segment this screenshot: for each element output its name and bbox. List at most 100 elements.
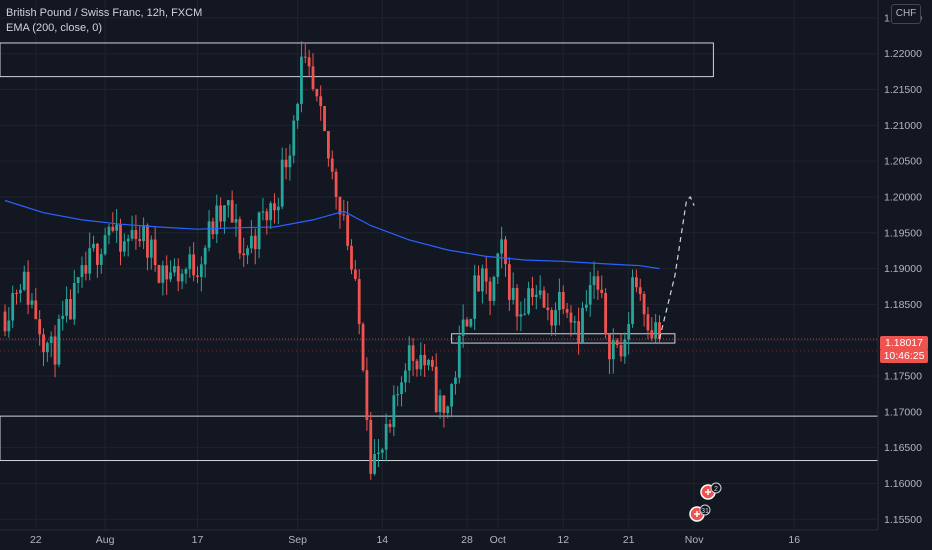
candle-body	[184, 269, 188, 274]
candle-body	[396, 394, 400, 396]
candle-body	[407, 345, 411, 371]
candle-body	[600, 289, 604, 294]
candle-body	[492, 276, 496, 301]
candle-body	[72, 283, 76, 320]
candle-body	[119, 224, 122, 252]
candle-body	[500, 239, 504, 254]
candle-body	[577, 321, 581, 343]
candle-body	[627, 324, 631, 340]
candle-body	[473, 275, 477, 319]
candle-body	[246, 248, 249, 256]
candle-body	[450, 384, 453, 407]
candle-body	[638, 287, 642, 295]
candle-body	[481, 268, 484, 292]
candle-body	[319, 96, 323, 107]
event-badge-count: 2	[714, 486, 718, 493]
candle-body	[623, 339, 627, 357]
candle-body	[565, 309, 569, 313]
indicator-label[interactable]: EMA (200, close, 0)	[6, 22, 102, 34]
candle-body	[276, 206, 280, 211]
candle-body	[611, 340, 615, 360]
candle-body	[488, 281, 492, 301]
candle-body	[457, 335, 461, 378]
candle-body	[176, 266, 180, 282]
candle-body	[42, 334, 45, 353]
candle-body	[411, 345, 415, 361]
candle-body	[380, 449, 384, 453]
candle-body	[192, 254, 196, 276]
candle-body	[115, 224, 119, 231]
symbol-title[interactable]: British Pound / Swiss Franc, 12h, FXCM	[6, 7, 203, 19]
candle-body	[592, 276, 596, 286]
candle-body	[7, 320, 11, 332]
grid	[0, 0, 878, 530]
candle-body	[84, 265, 88, 274]
candle-body	[211, 221, 215, 235]
candle-body	[427, 359, 430, 366]
candle-body	[558, 292, 561, 311]
candle-body	[219, 205, 222, 222]
y-tick-label: 1.20000	[884, 191, 922, 203]
candle-body	[292, 120, 296, 156]
candle-body	[215, 205, 219, 235]
candle-body	[353, 269, 357, 280]
candle-body	[146, 225, 149, 258]
candle-body	[142, 225, 145, 242]
candle-body	[223, 205, 226, 222]
candle-body	[265, 211, 269, 221]
candle-body	[446, 406, 450, 413]
y-tick-label: 1.16500	[884, 442, 922, 454]
candle-body	[561, 292, 565, 310]
y-tick-label: 1.19500	[884, 227, 922, 239]
candle-body	[153, 239, 157, 266]
candle-body	[373, 454, 376, 474]
candle-body	[342, 214, 346, 216]
x-tick-label: 14	[376, 534, 388, 546]
candle-body	[519, 314, 523, 317]
candle-body	[438, 395, 442, 412]
candle-body	[111, 226, 115, 231]
candle-body	[527, 288, 530, 314]
candle-body	[531, 288, 534, 298]
candle-body	[80, 265, 84, 278]
candle-body	[65, 299, 68, 316]
candle-body	[15, 292, 18, 294]
candle-body	[280, 159, 284, 207]
x-tick-label: 16	[788, 534, 800, 546]
candle-body	[573, 321, 577, 323]
candle-body	[430, 359, 434, 367]
candle-body	[461, 319, 465, 336]
candle-body	[122, 241, 126, 252]
candle-body	[250, 235, 253, 249]
candle-body	[284, 159, 288, 168]
y-tick-label: 1.15500	[884, 514, 922, 526]
candle-body	[569, 312, 573, 323]
event-badge-count: 31	[701, 508, 709, 515]
y-tick-label: 1.17000	[884, 406, 922, 418]
candle-body	[377, 452, 380, 455]
candle-body	[11, 292, 15, 321]
candle-body	[238, 219, 242, 254]
candle-body	[180, 273, 184, 282]
candle-body	[96, 243, 99, 265]
candle-body	[346, 215, 350, 246]
candle-body	[165, 265, 169, 280]
candle-body	[434, 366, 438, 412]
candle-body	[523, 313, 527, 315]
candle-body	[173, 266, 176, 273]
candle-body	[61, 315, 65, 319]
candle-body	[554, 310, 557, 326]
x-tick-label: Oct	[490, 534, 506, 546]
candle-body	[588, 285, 592, 305]
candle-body	[88, 248, 92, 274]
candle-body	[631, 277, 634, 325]
candle-body	[303, 56, 307, 58]
last-price-tag: 1.18017	[880, 336, 928, 350]
currency-button[interactable]: CHF	[891, 4, 921, 24]
candle-body	[134, 230, 138, 240]
candle-body	[369, 420, 373, 474]
candle-body	[138, 239, 142, 242]
